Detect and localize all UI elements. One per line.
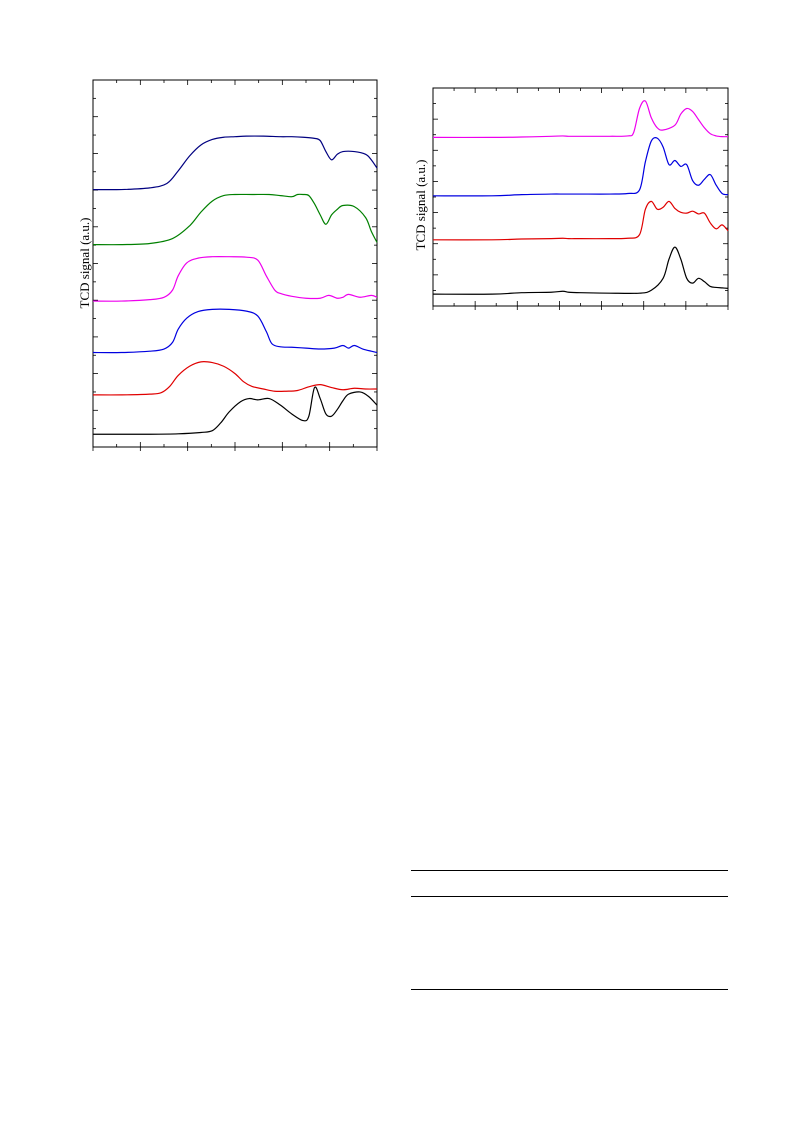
left-series-line-1 bbox=[93, 386, 378, 435]
right-y-ticks bbox=[433, 87, 728, 307]
left-y-ticks bbox=[93, 79, 377, 448]
right-x-ticks bbox=[432, 88, 729, 310]
left-series-line-6 bbox=[92, 135, 378, 191]
right-tpr-chart: TCD signal (a.u.) bbox=[413, 87, 729, 310]
right-series-line-3 bbox=[432, 137, 729, 197]
left-tpr-chart: TCD signal (a.u.) bbox=[77, 79, 378, 451]
table-top-rule bbox=[411, 870, 728, 871]
right-curves bbox=[432, 100, 729, 295]
left-y-axis-label: TCD signal (a.u.) bbox=[77, 218, 92, 309]
left-plot-frame bbox=[92, 79, 378, 448]
table-header-rule bbox=[411, 896, 728, 897]
left-curves bbox=[92, 135, 378, 435]
right-y-axis-label: TCD signal (a.u.) bbox=[413, 160, 428, 251]
table-bottom-rule bbox=[411, 989, 728, 990]
right-series-line-1 bbox=[432, 246, 729, 295]
left-x-ticks bbox=[92, 80, 378, 451]
left-series-line-4 bbox=[92, 255, 378, 302]
left-series-line-2 bbox=[92, 361, 378, 396]
right-series-line-2 bbox=[432, 200, 729, 241]
right-plot-frame bbox=[432, 87, 729, 307]
left-series-line-5 bbox=[92, 193, 378, 246]
left-series-line-3 bbox=[92, 308, 378, 354]
right-series-line-4 bbox=[432, 100, 729, 139]
